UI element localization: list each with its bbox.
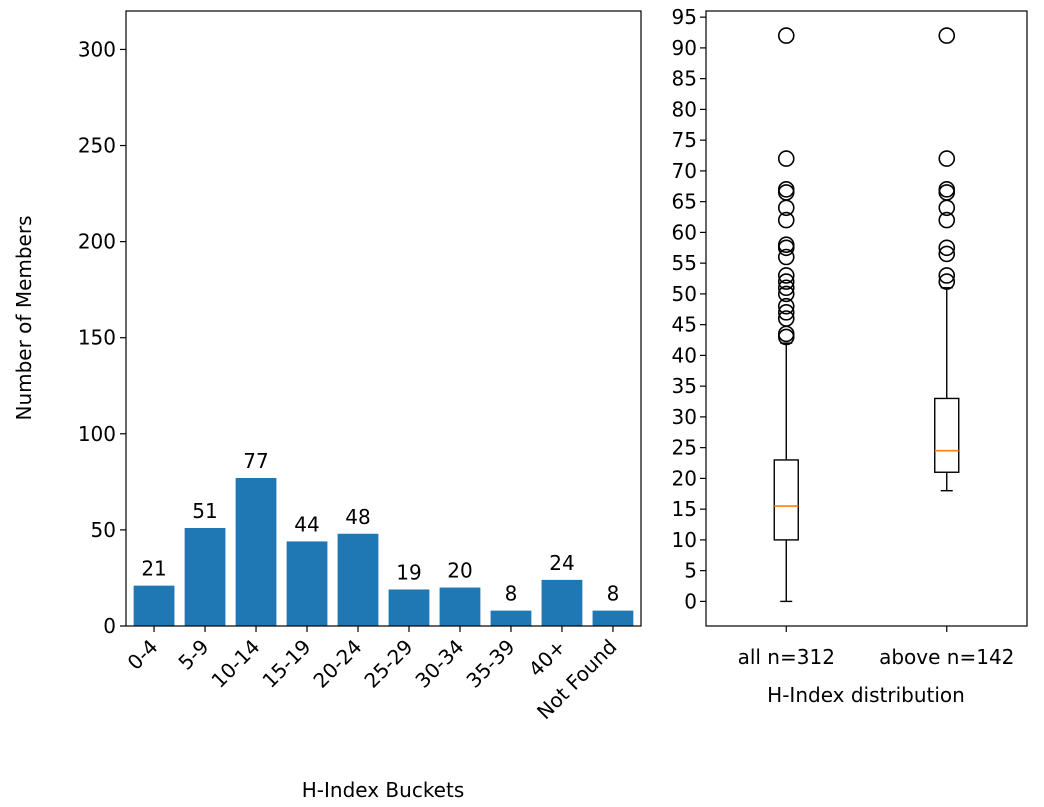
bar-x-axis-label: H-Index Buckets bbox=[302, 778, 465, 802]
x-tick-label: 25-29 bbox=[359, 635, 417, 693]
y-tick-label: 30 bbox=[672, 405, 697, 429]
bar bbox=[286, 541, 328, 626]
bar-value-label: 19 bbox=[396, 560, 421, 584]
outlier-point bbox=[938, 184, 956, 201]
outlier-point bbox=[777, 184, 795, 201]
box-marks bbox=[700, 10, 1028, 632]
bar-y-axis-label: Number of Members bbox=[12, 215, 36, 420]
outlier-point bbox=[938, 150, 956, 167]
outlier-point bbox=[938, 27, 956, 44]
outlier-point bbox=[777, 273, 795, 290]
x-tick-label: 15-19 bbox=[257, 635, 315, 693]
bar bbox=[541, 579, 583, 626]
y-tick-label: 90 bbox=[672, 36, 697, 60]
box-x-axis-label: H-Index distribution bbox=[767, 683, 965, 707]
outlier-point bbox=[938, 211, 956, 229]
outlier-point bbox=[777, 310, 795, 327]
y-tick-label: 100 bbox=[78, 422, 116, 446]
y-tick-label: 65 bbox=[672, 190, 697, 214]
y-tick-label: 60 bbox=[672, 220, 697, 244]
box-axes-frame bbox=[705, 10, 1028, 627]
outlier-point bbox=[777, 181, 795, 198]
bar bbox=[439, 587, 481, 626]
outlier-point bbox=[777, 248, 795, 266]
y-tick-label: 55 bbox=[672, 251, 697, 275]
x-tick-label: 10-14 bbox=[206, 635, 264, 693]
y-tick-label: 45 bbox=[672, 313, 697, 337]
y-tick-label: 70 bbox=[672, 159, 697, 183]
bar-value-label: 20 bbox=[447, 559, 472, 583]
y-tick-label: 5 bbox=[684, 559, 697, 583]
y-tick-label: 20 bbox=[672, 466, 697, 490]
bar-chart: 21 51 77 44 48 19 20 8 24 8 0 50 100 150 200 250 300 0-… bbox=[12, 10, 642, 802]
y-tick-label: 10 bbox=[672, 528, 697, 552]
x-tick-label: 20-24 bbox=[308, 635, 366, 693]
x-tick-label: 0-4 bbox=[123, 635, 163, 675]
outlier-point bbox=[777, 150, 795, 167]
bar-value-label: 48 bbox=[345, 505, 370, 529]
x-tick-label: 35-39 bbox=[461, 635, 519, 693]
box-x-tick-labels: all n=312 above n=142 bbox=[738, 645, 1015, 669]
box bbox=[773, 459, 799, 541]
bar-value-label: 8 bbox=[505, 582, 518, 606]
bar-value-label: 51 bbox=[192, 499, 217, 523]
y-tick-label: 75 bbox=[672, 128, 697, 152]
y-tick-label: 80 bbox=[672, 97, 697, 121]
outlier-point bbox=[777, 328, 795, 346]
outlier-point bbox=[938, 239, 956, 257]
x-tick-label: above n=142 bbox=[879, 645, 1014, 669]
bar-value-label: 8 bbox=[607, 582, 620, 606]
x-tick-label: 30-34 bbox=[410, 635, 468, 693]
outlier-point bbox=[938, 267, 956, 284]
bar bbox=[235, 478, 277, 626]
outlier-point bbox=[777, 304, 795, 321]
bar bbox=[337, 533, 379, 626]
bar-value-label: 77 bbox=[243, 449, 268, 473]
y-tick-label: 250 bbox=[78, 134, 116, 158]
y-tick-label: 95 bbox=[672, 5, 697, 29]
outlier-point bbox=[777, 239, 795, 257]
y-tick-label: 300 bbox=[78, 37, 116, 61]
outlier-point bbox=[777, 297, 795, 315]
bar-marks: 21 51 77 44 48 19 20 8 24 8 bbox=[120, 10, 642, 632]
x-tick-label: 5-9 bbox=[173, 635, 213, 675]
bar bbox=[388, 589, 430, 626]
bar-y-tick-labels: 0 50 100 150 200 250 300 bbox=[78, 37, 116, 638]
bar-axes-frame bbox=[125, 10, 642, 627]
bar bbox=[133, 585, 175, 626]
bar bbox=[184, 527, 226, 626]
y-tick-label: 85 bbox=[672, 67, 697, 91]
x-tick-label: all n=312 bbox=[738, 645, 835, 669]
outlier-point bbox=[777, 267, 795, 284]
y-tick-label: 25 bbox=[672, 436, 697, 460]
y-tick-label: 15 bbox=[672, 497, 697, 521]
bar bbox=[592, 610, 634, 626]
y-tick-label: 0 bbox=[684, 589, 697, 613]
y-tick-label: 50 bbox=[91, 518, 116, 542]
outlier-point bbox=[938, 273, 956, 290]
bar-value-label: 44 bbox=[294, 512, 319, 536]
box-chart: 0 5 10 15 20 25 30 35 40 45 50 55 60 65 70 75 80 85 90 95 a… bbox=[672, 5, 1028, 707]
y-tick-label: 0 bbox=[103, 614, 116, 638]
outlier-point bbox=[777, 279, 795, 297]
y-tick-label: 40 bbox=[672, 343, 697, 367]
y-tick-label: 35 bbox=[672, 374, 697, 398]
outlier-point bbox=[938, 245, 956, 263]
box-y-tick-labels: 0 5 10 15 20 25 30 35 40 45 50 55 60 65 70 75 80 85 90 95 bbox=[672, 5, 697, 613]
outlier-point bbox=[777, 27, 795, 44]
outlier-point bbox=[777, 211, 795, 229]
y-tick-label: 50 bbox=[672, 282, 697, 306]
outlier-point bbox=[938, 181, 956, 198]
box bbox=[934, 397, 960, 473]
outlier-point bbox=[777, 236, 795, 253]
y-tick-label: 200 bbox=[78, 230, 116, 254]
bar-value-label: 24 bbox=[549, 551, 574, 575]
bar-value-label: 21 bbox=[141, 557, 166, 581]
bar bbox=[490, 610, 532, 626]
y-tick-label: 150 bbox=[78, 326, 116, 350]
outlier-point bbox=[777, 325, 795, 343]
outlier-point bbox=[777, 285, 795, 303]
